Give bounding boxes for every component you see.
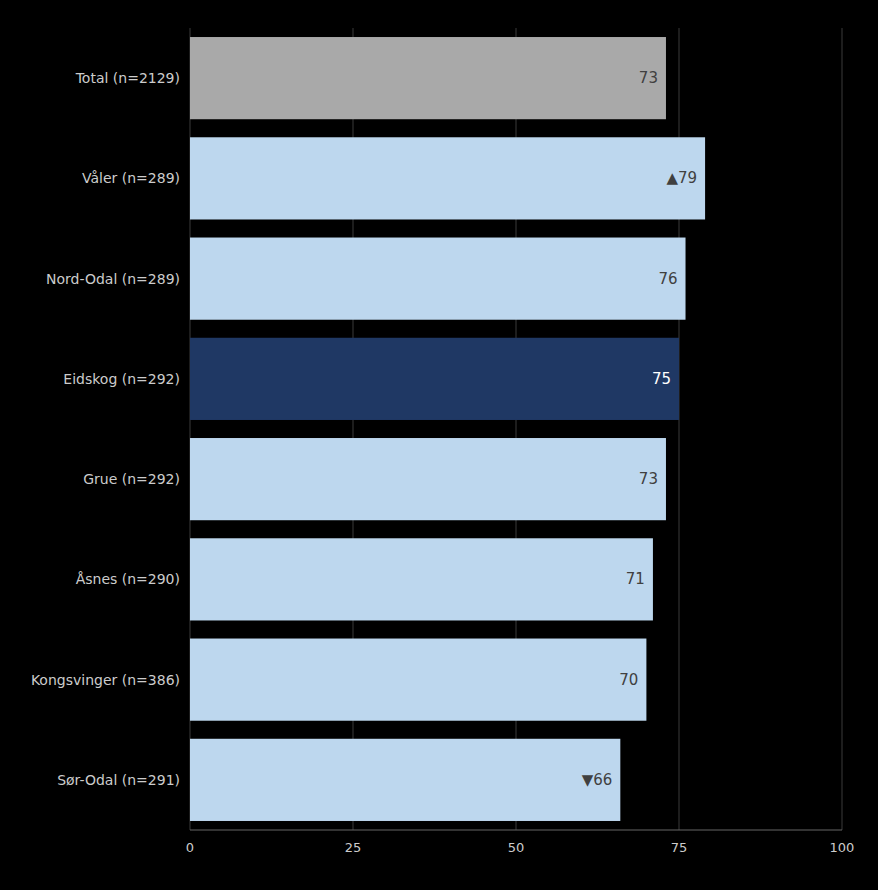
bar: [190, 639, 646, 721]
y-tick-label: Våler (n=289): [82, 170, 180, 186]
y-tick-label: Nord-Odal (n=289): [46, 271, 180, 287]
bar: [190, 438, 666, 520]
grid: [190, 28, 842, 830]
bar: [190, 338, 679, 420]
bar: [190, 739, 620, 821]
y-tick-label: Åsnes (n=290): [76, 571, 180, 587]
y-tick-label: Total (n=2129): [75, 70, 180, 86]
page: {"chart_data": {"type": "bar", "orientat…: [0, 0, 878, 890]
x-axis: 0 25 50 75 100: [186, 830, 855, 855]
y-axis: Total (n=2129) Våler (n=289) Nord-Odal (n=…: [31, 70, 180, 788]
x-axis-line: [190, 830, 842, 831]
data-labels: 73 ▲79 76 75 73 71 70 ▼66: [582, 69, 697, 789]
data-label: 76: [658, 270, 677, 288]
data-label: 70: [619, 671, 638, 689]
bar: [190, 538, 653, 620]
data-label: ▼66: [582, 771, 613, 789]
x-tick-label: 50: [508, 840, 525, 855]
data-label: 71: [626, 570, 645, 588]
x-tick-label: 75: [671, 840, 688, 855]
data-label: 73: [639, 69, 658, 87]
grid-line: [842, 28, 843, 830]
data-label: 75: [652, 370, 671, 388]
data-label: 73: [639, 470, 658, 488]
bar: [190, 238, 686, 320]
y-tick-label: Kongsvinger (n=386): [31, 672, 180, 688]
bar: [190, 137, 705, 219]
bars: [190, 37, 705, 821]
bar: [190, 37, 666, 119]
x-tick-label: 100: [830, 840, 855, 855]
chart-svg: 0 25 50 75 100 Total (n=2129) Våler (n=289) Nor…: [0, 0, 878, 890]
y-tick-label: Grue (n=292): [83, 471, 180, 487]
x-tick-label: 0: [186, 840, 194, 855]
y-tick-label: Sør-Odal (n=291): [57, 772, 180, 788]
data-label: ▲79: [666, 169, 697, 187]
x-tick-label: 25: [345, 840, 362, 855]
y-tick-label: Eidskog (n=292): [63, 371, 180, 387]
chart-container: 0 25 50 75 100 Total (n=2129) Våler (n=289) Nor…: [0, 0, 878, 890]
